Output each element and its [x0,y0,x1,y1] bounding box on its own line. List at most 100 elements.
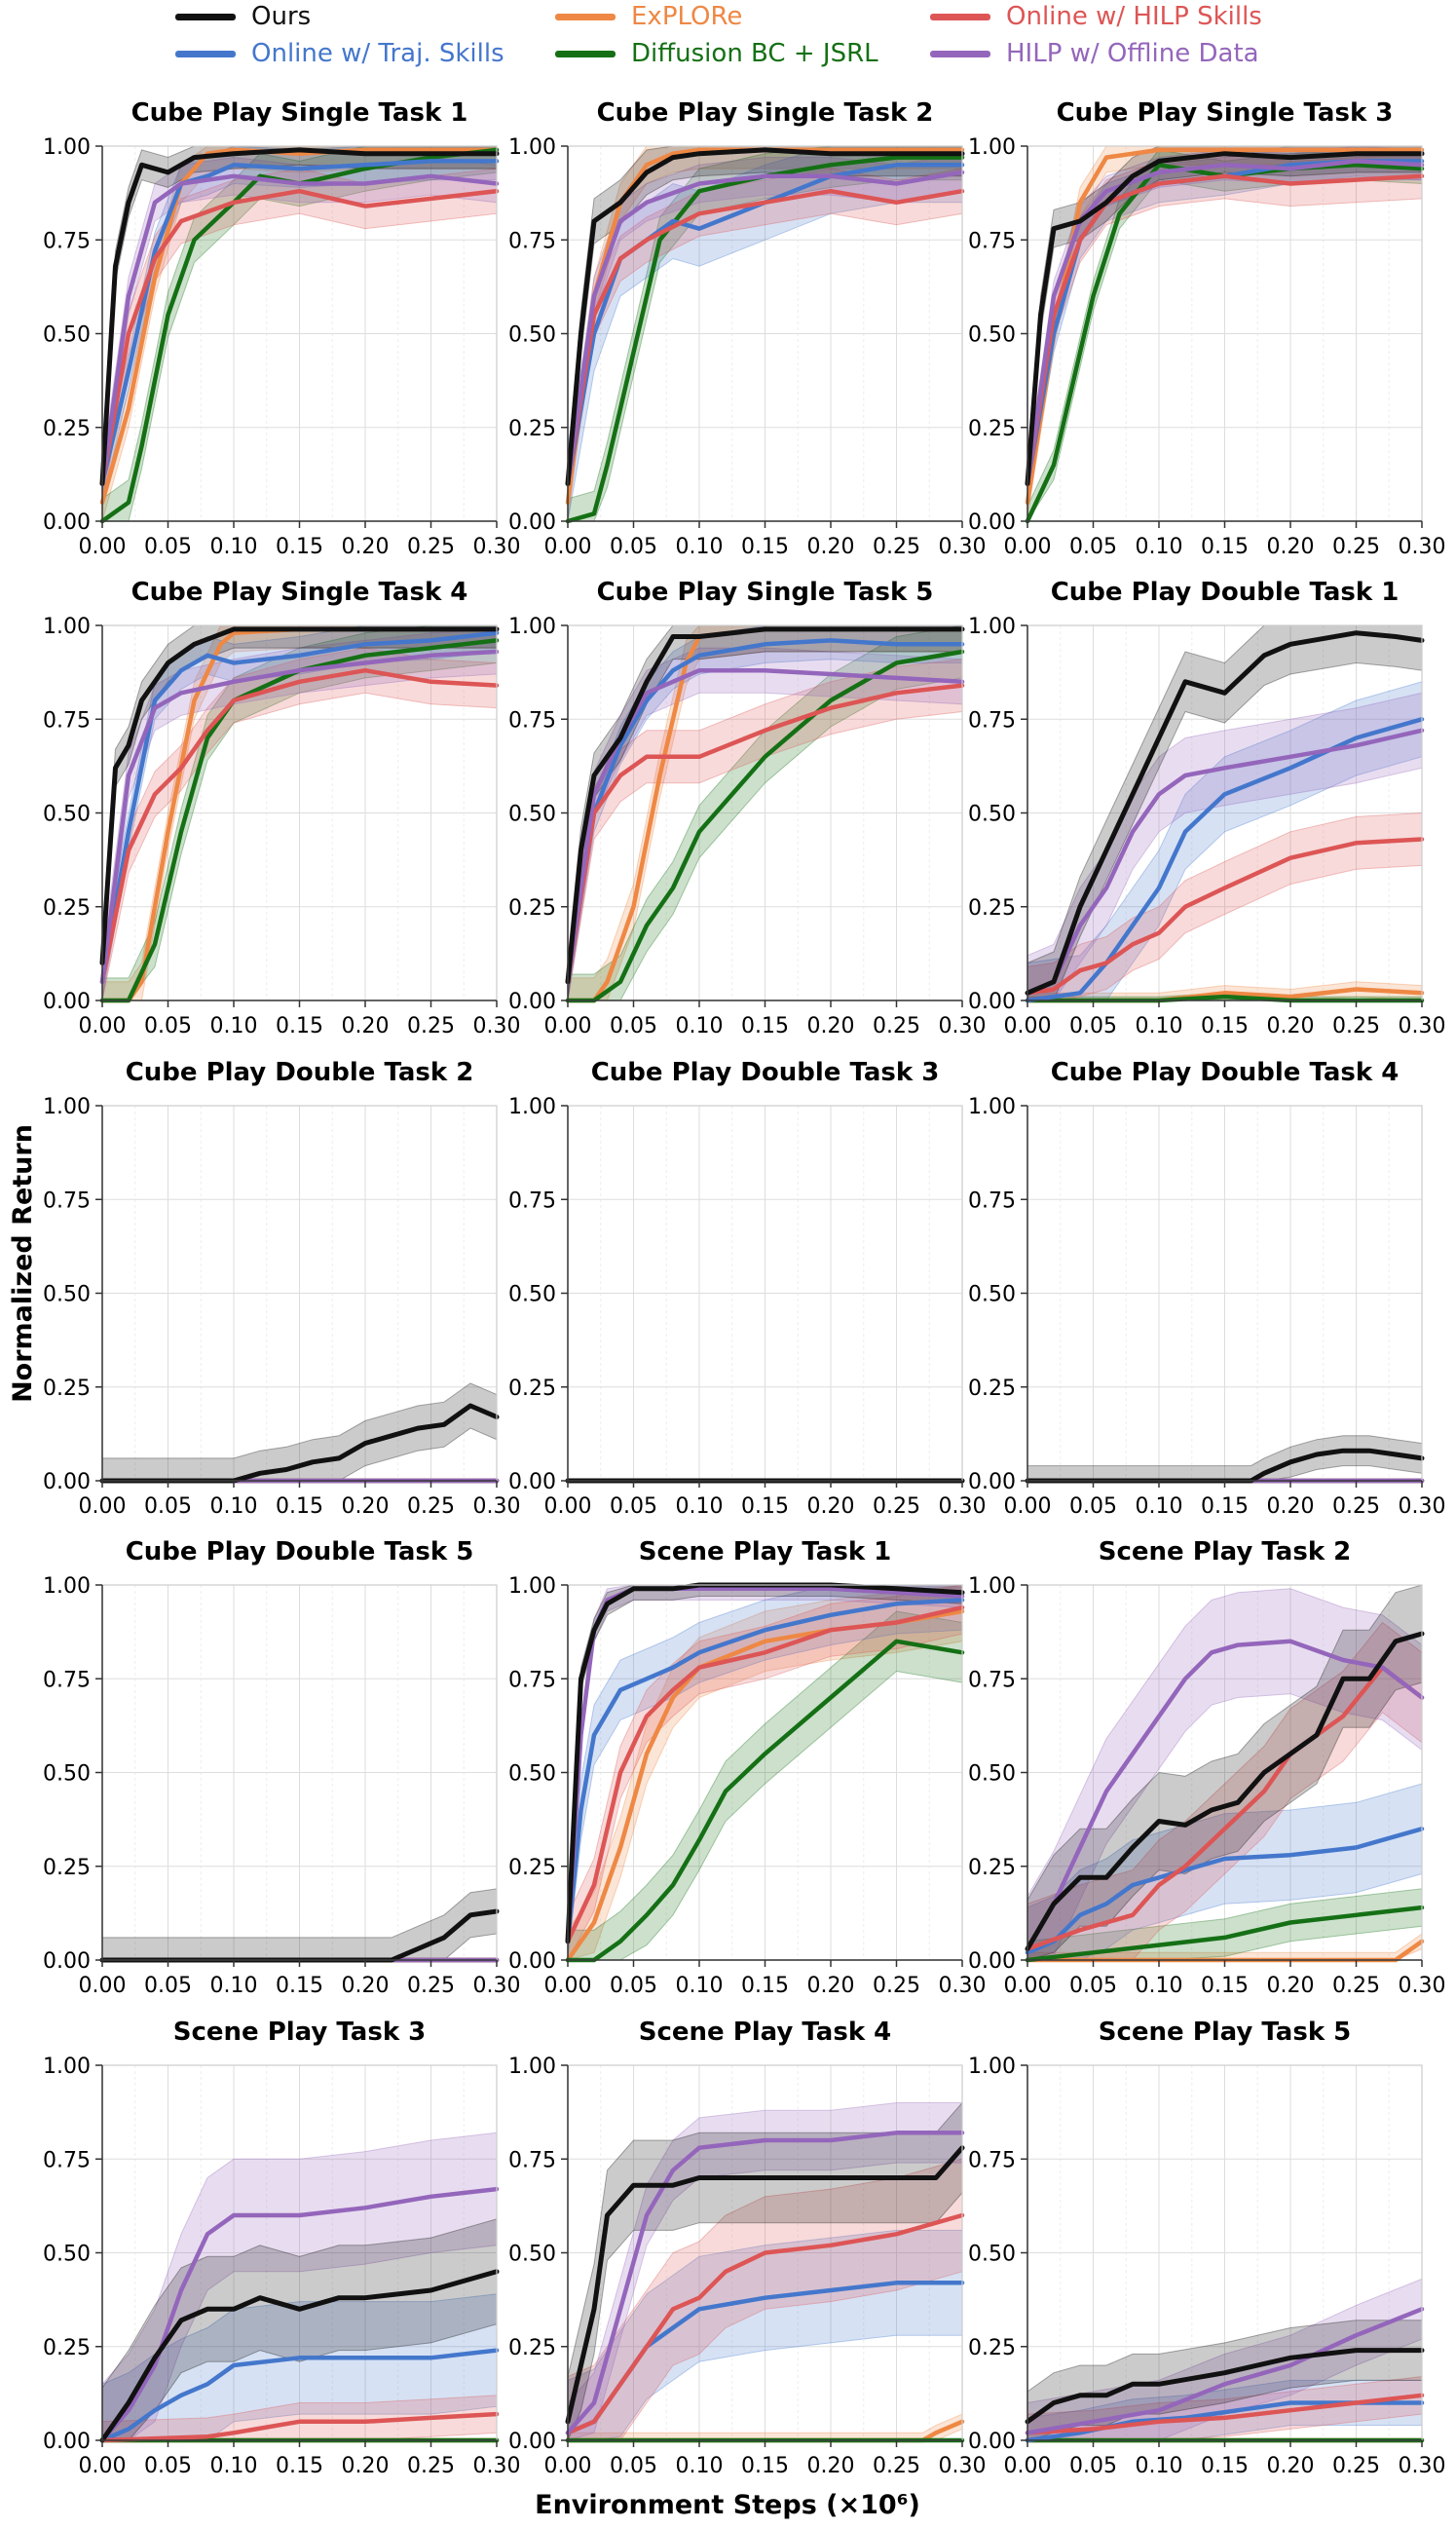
x-tick-label: 0.10 [1136,1014,1183,1038]
legend-item-explore: ExPLORe [555,2,742,31]
series-line-explore [565,147,965,506]
y-tick-label: 0.00 [508,2430,556,2454]
x-tick-label: 0.20 [1267,1494,1315,1519]
x-tick-label: 0.05 [610,535,657,559]
x-tick-label: 0.00 [79,535,127,559]
panel-title: Scene Play Task 2 [1099,1537,1352,1566]
series-line-hilp_offline [1025,1639,1425,1951]
x-tick-label: 0.20 [342,1014,390,1038]
x-tick-label: 0.05 [1069,1014,1117,1038]
x-tick-label: 0.25 [873,1974,920,1998]
y-tick-label: 0.00 [508,1949,556,1974]
x-tick-label: 0.30 [1399,535,1446,559]
x-tick-label: 0.30 [473,535,521,559]
y-tick-label: 0.75 [968,708,1016,733]
legend-item-hilp_online: Online w/ HILP Skills [930,2,1262,31]
y-tick-label: 0.50 [43,803,91,827]
legend-label-dbc: Diffusion BC + JSRL [631,39,878,68]
x-tick-label: 0.30 [939,2454,987,2478]
series-line-dbc [565,155,965,524]
x-tick-label: 0.10 [210,2454,258,2478]
legend-label-explore: ExPLORe [631,2,743,31]
y-tick-label: 0.25 [43,2336,91,2360]
series-line-traj [565,638,965,985]
x-tick-label: 0.25 [1332,1494,1380,1519]
x-tick-label: 0.25 [873,2454,920,2478]
series-line-ours [565,1582,965,1944]
y-tick-label: 0.25 [508,896,556,921]
y-tick-label: 0.00 [43,1949,91,1974]
x-tick-label: 0.05 [1069,2454,1117,2478]
series-line-hilp_online [1025,1665,1425,1951]
y-tick-label: 0.75 [43,708,91,733]
x-tick-label: 0.10 [676,1014,724,1038]
y-tick-label: 0.75 [508,708,556,733]
y-tick-label: 0.50 [968,2243,1016,2267]
y-tick-label: 0.25 [43,896,91,921]
x-tick-label: 0.10 [210,1494,258,1519]
x-tick-label: 0.20 [807,1494,855,1519]
panel-title: Cube Play Double Task 4 [1051,1058,1400,1087]
panel-title: Scene Play Task 5 [1099,2018,1352,2047]
x-tick-label: 0.20 [1267,1014,1315,1038]
x-tick-label: 0.00 [79,1014,127,1038]
x-tick-label: 0.15 [741,1974,789,1998]
series-line-ours [1025,1448,1425,1484]
panel-scene-play-task-5: 0.00 0.25 0.50 0.75 1.00 0.00 0.05 0.10 0.15 0.20… [968,2018,1445,2478]
series-line-hilp_online [99,667,500,985]
y-tick-label: 0.50 [968,1762,1016,1787]
panel-scene-play-task-3: 0.00 0.25 0.50 0.75 1.00 0.00 0.05 0.10 0.15 0.20… [43,2018,520,2478]
panel-title: Cube Play Double Task 3 [591,1058,940,1087]
series-line-hilp_offline [99,2186,500,2443]
y-axis-label: Normalized Return [8,1124,38,1403]
x-tick-label: 0.10 [676,1494,724,1519]
panel-title: Cube Play Single Task 4 [131,578,468,607]
panel-title: Cube Play Double Task 5 [126,1537,474,1566]
series-line-traj [99,630,500,985]
y-tick-label: 0.25 [508,417,556,441]
panel-title: Cube Play Single Task 3 [1057,98,1394,128]
x-tick-label: 0.10 [676,535,724,559]
legend-label-hilp_offline: HILP w/ Offline Data [1006,39,1259,68]
x-tick-label: 0.10 [676,1974,724,1998]
y-tick-label: 1.00 [968,615,1016,639]
x-tick-label: 0.05 [144,535,192,559]
y-tick-label: 0.75 [968,2148,1016,2172]
series-line-ours [1025,630,1425,996]
y-tick-label: 0.75 [508,1668,556,1692]
x-tick-label: 0.15 [741,1014,789,1038]
x-tick-label: 0.00 [1004,535,1052,559]
y-tick-label: 0.50 [43,1762,91,1787]
legend-item-hilp_offline: HILP w/ Offline Data [930,39,1259,68]
series-line-hilp_online [1025,173,1425,486]
x-tick-label: 0.30 [1399,1014,1446,1038]
legend-item-dbc: Diffusion BC + JSRL [555,39,878,68]
y-tick-label: 0.25 [968,2336,1016,2360]
x-tick-label: 0.00 [79,1974,127,1998]
x-tick-label: 0.15 [276,2454,323,2478]
x-tick-label: 0.15 [276,1494,323,1519]
x-tick-label: 0.20 [342,1974,390,1998]
y-tick-label: 0.25 [968,417,1016,441]
x-tick-label: 0.25 [873,1494,920,1519]
panel-title: Cube Play Single Task 1 [131,98,468,128]
x-tick-label: 0.25 [407,1494,455,1519]
panel-title: Cube Play Double Task 2 [126,1058,474,1087]
x-tick-label: 0.05 [144,1014,192,1038]
y-tick-label: 1.00 [968,1095,1016,1119]
x-tick-label: 0.25 [1332,535,1380,559]
y-tick-label: 0.75 [43,2148,91,2172]
panel-title: Cube Play Single Task 5 [597,578,934,607]
x-tick-label: 0.00 [544,1494,592,1519]
panel-scene-play-task-1: 0.00 0.25 0.50 0.75 1.00 0.00 0.05 0.10 0.15 0.20… [508,1537,986,1998]
y-tick-label: 0.25 [508,1377,556,1401]
x-tick-label: 0.10 [1136,2454,1183,2478]
y-tick-label: 1.00 [508,1095,556,1119]
y-tick-label: 0.75 [968,229,1016,253]
x-tick-label: 0.25 [1332,2454,1380,2478]
x-tick-label: 0.15 [1201,1494,1249,1519]
y-tick-label: 0.50 [968,1283,1016,1307]
x-tick-label: 0.15 [1201,2454,1249,2478]
panel-title: Cube Play Double Task 1 [1051,578,1400,607]
series-line-hilp_offline [1025,2307,1425,2435]
